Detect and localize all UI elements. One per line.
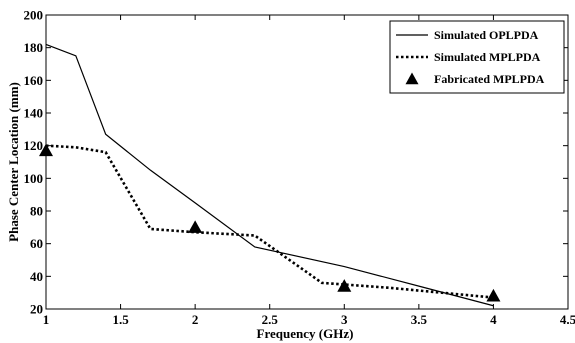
- series-layer: [39, 43, 501, 307]
- x-tick-label: 3.5: [411, 312, 428, 327]
- y-tick-label: 20: [30, 302, 43, 317]
- x-axis-title: Frequency (GHz): [257, 326, 354, 341]
- y-tick-label: 120: [24, 138, 44, 153]
- y-tick-label: 160: [24, 73, 44, 88]
- legend-marker: [405, 72, 419, 85]
- x-tick-label: 1: [43, 312, 50, 327]
- x-tick-label: 4: [490, 312, 497, 327]
- y-axis-title: Phase Center Location (mm): [6, 82, 21, 242]
- legend-label: Fabricated MPLPDA: [434, 72, 545, 86]
- tick-labels: 1 1.5 2 2.5 3 3.5 4 4.5 20 40 60 80 100 120 140 160 180 2…: [24, 8, 575, 328]
- y-tick-label: 180: [24, 40, 44, 55]
- y-tick-label: 200: [24, 8, 44, 23]
- data-point-fabricated-mplpda: [39, 143, 53, 157]
- data-point-fabricated-mplpda: [337, 279, 352, 292]
- x-tick-label: 1.5: [112, 312, 129, 327]
- data-point-fabricated-mplpda: [486, 288, 501, 302]
- y-tick-label: 60: [30, 236, 43, 251]
- y-tick-label: 140: [24, 106, 44, 121]
- plot-frame: [45, 14, 569, 310]
- x-tick-label: 2.5: [262, 312, 279, 327]
- x-tick-label: 2: [192, 312, 199, 327]
- legend-box: [389, 20, 565, 94]
- legend: Simulated OPLPDA Simulated MPLPDA Fabricat…: [389, 20, 565, 94]
- legend-label: Simulated OPLPDA: [434, 28, 539, 42]
- y-tick-label: 100: [24, 171, 44, 186]
- y-tick-label: 80: [30, 204, 43, 219]
- data-point-fabricated-mplpda: [188, 220, 203, 233]
- x-tick-label: 4.5: [560, 312, 575, 327]
- series-line-simulated-mplpda: [45, 144, 494, 299]
- tick-marks: [45, 14, 569, 310]
- y-tick-label: 40: [30, 269, 43, 284]
- plot-area-border: [45, 14, 569, 310]
- legend-label: Simulated MPLPDA: [434, 50, 541, 64]
- series-line-simulated-oplpda: [45, 43, 494, 307]
- x-tick-label: 3: [341, 312, 348, 327]
